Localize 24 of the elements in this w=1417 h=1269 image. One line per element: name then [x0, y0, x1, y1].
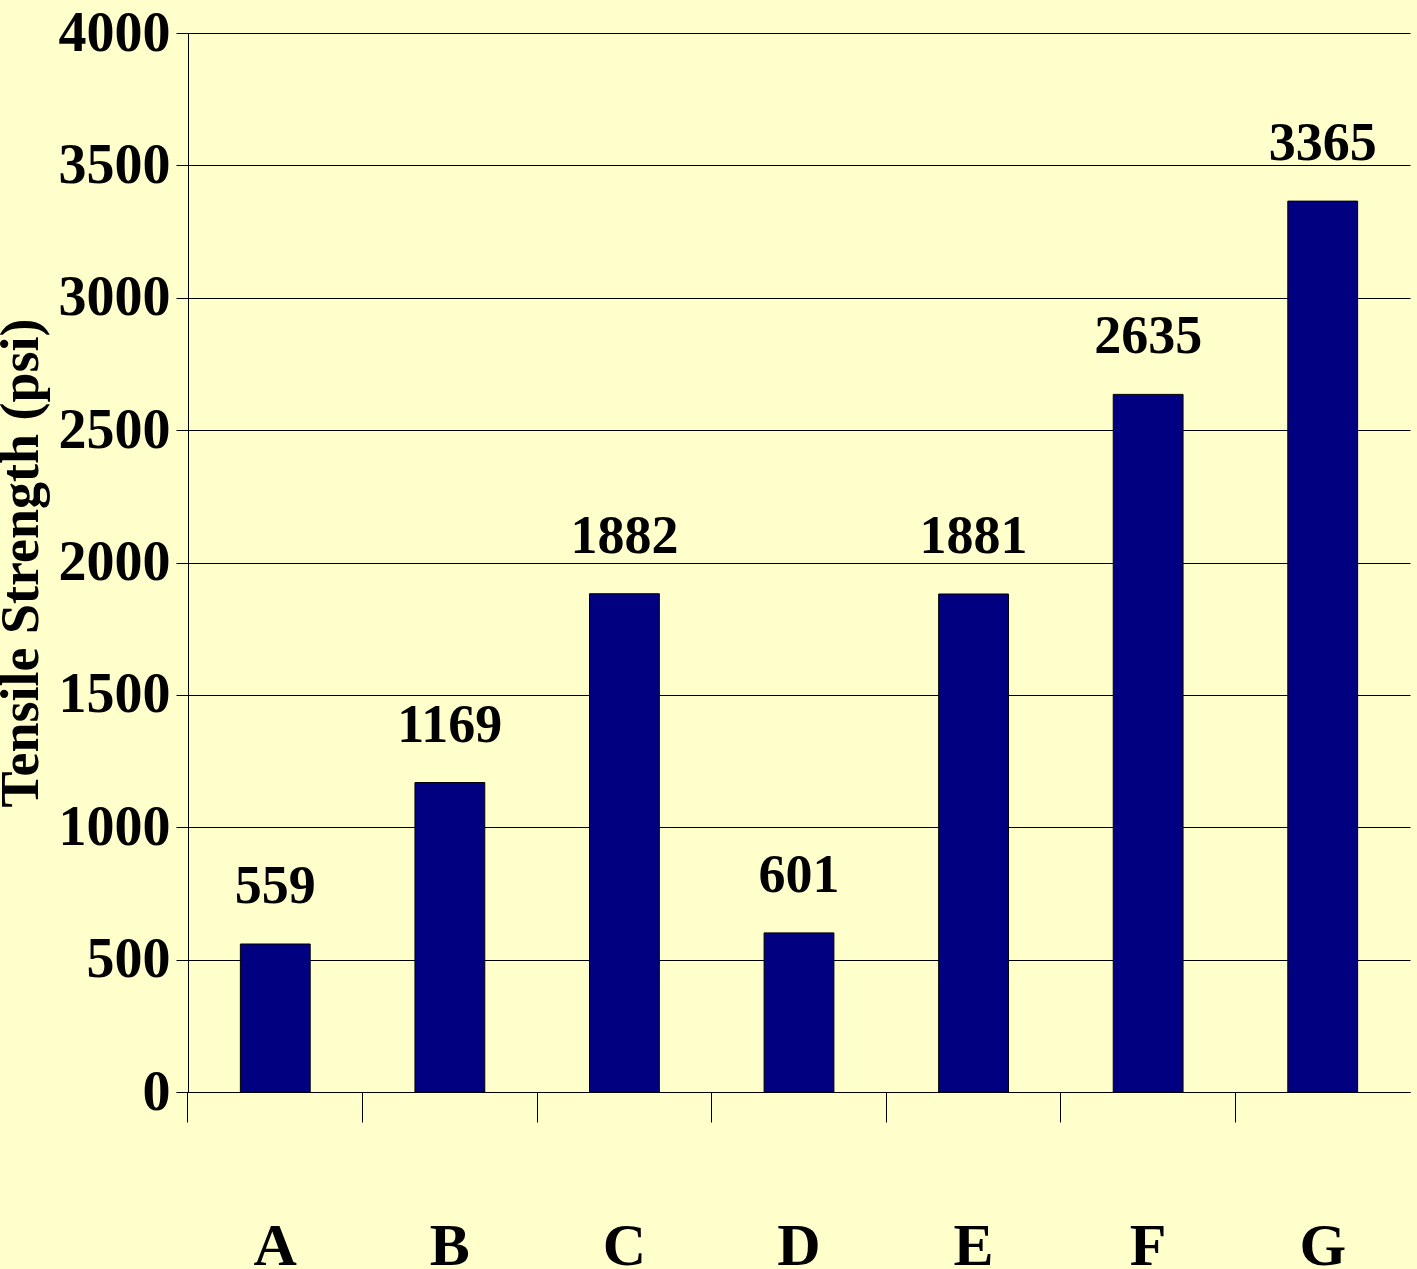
y-tick-label: 3500: [58, 132, 171, 195]
data-label: 1169: [397, 693, 503, 754]
y-tick-label: 1000: [58, 794, 171, 857]
x-tick-label: D: [777, 1211, 821, 1269]
y-tick-label: 500: [86, 927, 171, 990]
y-tick-label: 2500: [58, 397, 171, 460]
data-label: 1881: [919, 505, 1028, 566]
y-tick-label: 3000: [58, 265, 171, 328]
data-label: 601: [758, 843, 840, 904]
y-tick-label: 0: [142, 1059, 171, 1122]
y-tick-label: 2000: [58, 530, 171, 592]
y-tick-label: 4000: [58, 0, 171, 63]
x-tick-label: G: [1299, 1211, 1347, 1269]
data-label: 1882: [570, 504, 679, 565]
data-label: 559: [234, 855, 316, 915]
data-label: 3365: [1268, 112, 1377, 173]
x-tick-label: C: [602, 1211, 647, 1269]
data-label: 2635: [1094, 305, 1203, 366]
x-tick-label: B: [429, 1211, 470, 1269]
x-tick-label: E: [953, 1211, 994, 1269]
y-axis-title: Tensile Strength (psi): [0, 318, 50, 808]
x-tick-label: F: [1129, 1211, 1167, 1269]
y-tick-label: 1500: [58, 662, 171, 725]
x-tick-label: A: [253, 1211, 297, 1269]
